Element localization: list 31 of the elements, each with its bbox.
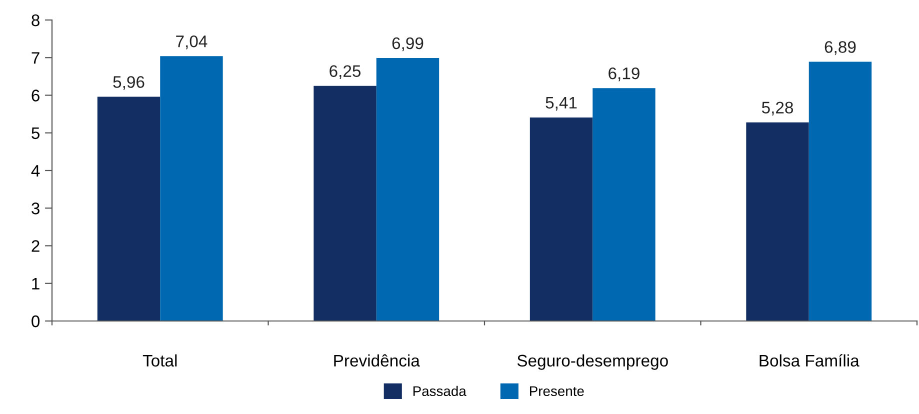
- legend-label: Presente: [530, 386, 584, 396]
- y-tick-label: 3: [32, 202, 40, 214]
- data-label: 5,28: [762, 102, 794, 116]
- data-label: 6,89: [824, 41, 856, 55]
- bar: [314, 86, 376, 321]
- bar: [530, 117, 593, 321]
- bar: [97, 96, 160, 321]
- x-tick-label: Total: [142, 354, 177, 367]
- y-tick-label: 7: [32, 52, 40, 64]
- data-label: 5,96: [113, 76, 144, 90]
- data-label: 6,25: [330, 65, 361, 79]
- y-tick-label: 0: [32, 315, 40, 328]
- y-tick-label: 8: [32, 14, 40, 26]
- data-label: 6,99: [392, 37, 424, 52]
- y-tick-label: 1: [32, 278, 40, 290]
- data-label: 5,41: [546, 96, 577, 111]
- legend-label: Passada: [413, 386, 466, 396]
- data-label: 7,04: [176, 35, 208, 50]
- bar: [160, 56, 223, 321]
- bar: [808, 62, 872, 321]
- y-tick-label: 4: [31, 165, 40, 177]
- x-tick-label: Previdência: [334, 354, 420, 367]
- bar: [746, 122, 809, 321]
- bar: [592, 88, 656, 321]
- bar: [376, 58, 440, 321]
- y-tick-label: 2: [32, 240, 40, 252]
- x-tick-label: Seguro-desemprego: [517, 354, 668, 370]
- x-tick-label: Bolsa Família: [760, 354, 860, 367]
- data-label: 6,19: [608, 67, 640, 82]
- y-tick-label: 5: [32, 127, 40, 140]
- y-tick-label: 6: [32, 90, 40, 102]
